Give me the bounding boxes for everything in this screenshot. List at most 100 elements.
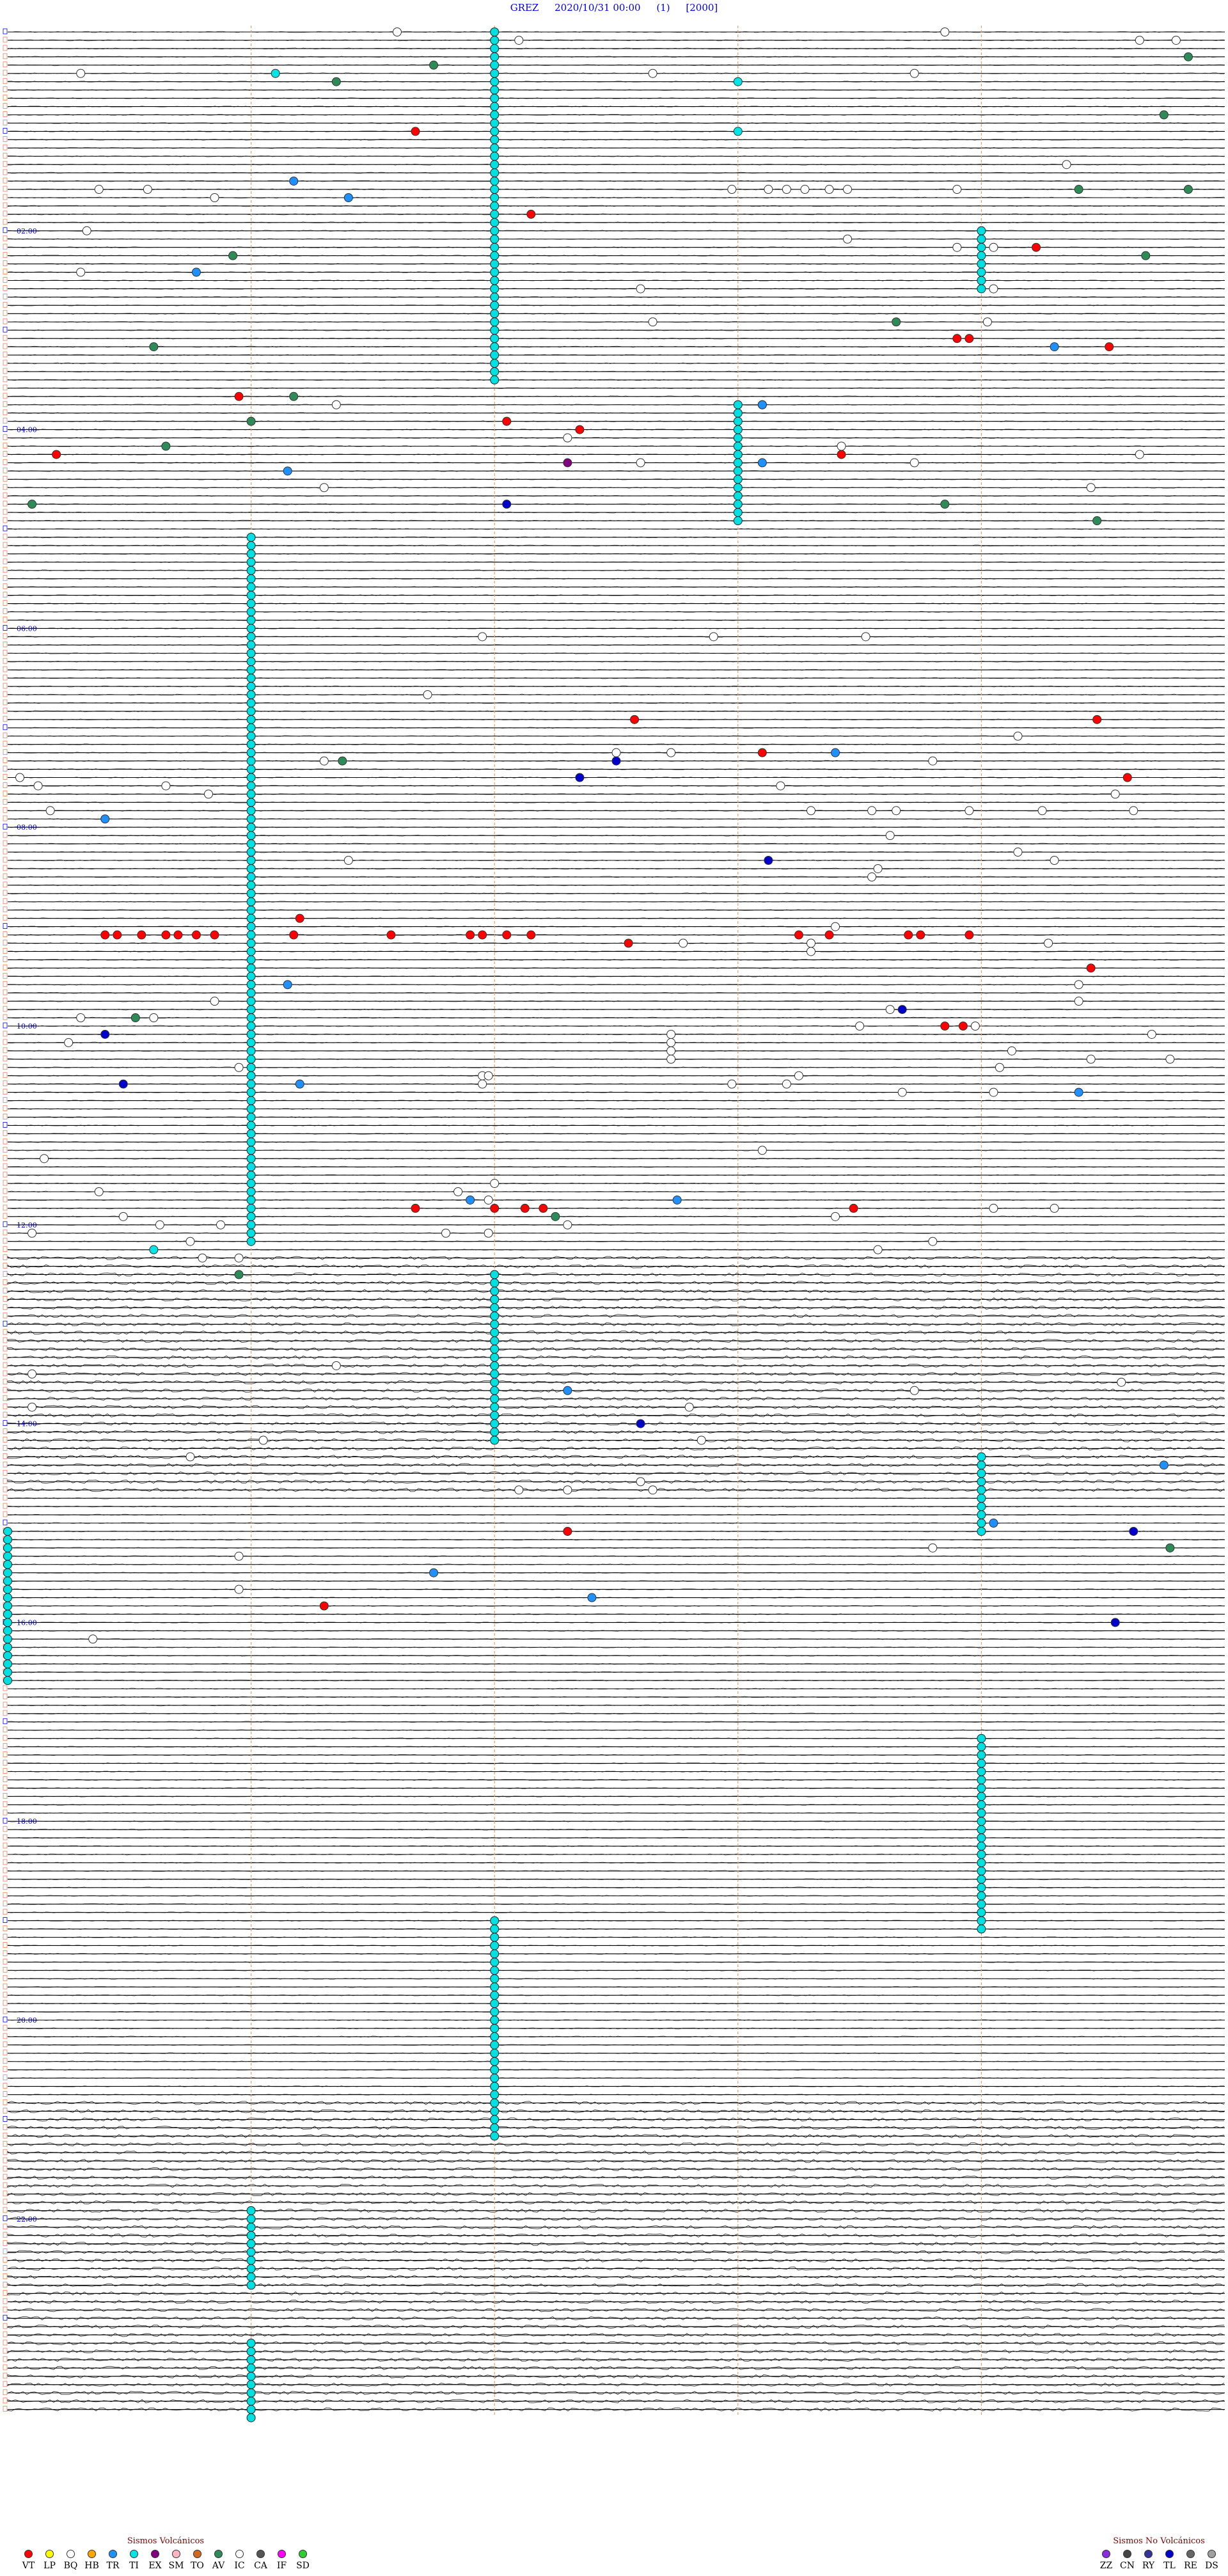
trace-waveform — [7, 917, 1225, 919]
row-marker — [3, 1942, 8, 1948]
event-marker-tr — [466, 1195, 475, 1205]
ti-event-marker — [490, 43, 500, 53]
row-marker — [3, 1437, 8, 1442]
ti-event-marker — [246, 831, 256, 841]
row-marker — [3, 1130, 8, 1136]
event-marker-ic — [1050, 856, 1059, 865]
event-marker-ic — [1165, 1054, 1175, 1064]
trace-waveform — [7, 1207, 1225, 1210]
legend-swatch — [67, 2550, 75, 2558]
trace-waveform — [7, 1530, 1225, 1533]
event-marker-av — [1183, 185, 1193, 194]
time-label: 04:00 — [17, 426, 37, 434]
event-marker-av — [1141, 251, 1151, 260]
event-marker-av — [149, 342, 159, 352]
row-marker — [3, 1735, 8, 1741]
row-marker — [3, 1320, 8, 1327]
ti-event-marker — [3, 1560, 12, 1569]
trace-waveform — [7, 2052, 1225, 2055]
row-marker — [3, 2207, 8, 2213]
event-marker-bq — [952, 185, 962, 194]
trace-waveform — [7, 312, 1224, 315]
event-marker-bq — [1129, 806, 1138, 816]
ti-event-marker — [246, 599, 256, 608]
legend-label: VT — [22, 2561, 35, 2571]
row-marker — [3, 1031, 8, 1037]
ti-event-marker — [490, 1410, 500, 1420]
trace-waveform — [7, 238, 1225, 241]
ti-event-marker — [977, 1899, 986, 1909]
trace-waveform — [7, 884, 1225, 887]
row-marker — [3, 500, 8, 507]
trace-waveform — [7, 1796, 1224, 1798]
row-marker — [3, 186, 8, 192]
ti-event-marker — [246, 1104, 256, 1114]
row-marker — [3, 2099, 8, 2105]
trace-waveform — [7, 2308, 1225, 2312]
trace-waveform — [7, 1538, 1225, 1541]
trace-waveform — [7, 420, 1225, 422]
trace-waveform — [7, 975, 1225, 977]
legend-swatch — [193, 2550, 201, 2558]
trace-waveform — [7, 1430, 1225, 1434]
plot-scale: [2000] — [686, 2, 718, 13]
legend-swatch — [1144, 2550, 1153, 2558]
trace-waveform — [7, 362, 1225, 365]
row-marker — [3, 741, 8, 747]
trace-waveform — [7, 594, 1224, 596]
ti-event-marker — [490, 317, 500, 327]
row-marker — [3, 641, 8, 647]
event-marker-ic — [40, 1154, 49, 1164]
ti-event-marker — [977, 1510, 986, 1520]
ti-event-marker — [490, 177, 500, 186]
trace-waveform — [7, 1787, 1225, 1789]
nonvolcanic-legend-title: Sismos No Volcánicos — [1113, 2536, 1205, 2546]
legend-item-sm: SM — [167, 2550, 185, 2571]
trace-waveform — [7, 1654, 1225, 1657]
event-marker-vt — [490, 1203, 500, 1213]
trace-waveform — [7, 1828, 1225, 1831]
row-marker — [3, 2273, 8, 2279]
legend-item-bq: BQ — [61, 2550, 80, 2571]
ti-event-marker — [246, 624, 256, 633]
event-marker-ic — [1171, 35, 1181, 45]
trace-waveform — [7, 809, 1225, 812]
row-marker — [3, 467, 8, 473]
ti-event-marker — [490, 1941, 500, 1950]
row-marker — [3, 2182, 8, 2188]
legend-swatch — [24, 2550, 33, 2558]
trace-waveform — [7, 660, 1224, 663]
legend-label: CA — [254, 2561, 267, 2571]
ti-event-marker — [977, 1874, 986, 1884]
plot-datetime: 2020/10/31 00:00 — [555, 2, 641, 13]
event-marker-ic — [563, 1485, 572, 1495]
row-marker — [3, 161, 8, 167]
row-marker — [3, 2115, 8, 2122]
ti-event-marker — [977, 1526, 986, 1536]
event-marker-vt — [1032, 242, 1041, 252]
row-marker — [3, 1387, 8, 1393]
ti-event-marker — [977, 226, 986, 235]
ti-event-marker — [246, 557, 256, 567]
event-marker-vt — [52, 450, 61, 459]
row-marker — [3, 1428, 8, 1434]
trace-waveform — [7, 652, 1225, 654]
trace-waveform — [7, 2225, 1225, 2229]
ti-event-marker — [977, 267, 986, 277]
event-marker-bq — [800, 185, 810, 194]
trace-waveform — [7, 1289, 1225, 1293]
row-marker — [3, 360, 8, 366]
trace-waveform — [7, 1920, 1225, 1922]
ti-event-marker — [490, 2090, 500, 2099]
trace-waveform — [7, 2011, 1225, 2013]
row-marker — [3, 326, 8, 333]
ti-event-marker — [977, 1842, 986, 1851]
event-marker-ic — [928, 1543, 938, 1553]
row-marker — [3, 815, 8, 821]
trace-waveform — [7, 1355, 1225, 1360]
event-marker-bq — [989, 1087, 998, 1097]
ti-event-marker — [246, 2413, 256, 2422]
row-marker — [3, 227, 8, 233]
trace-waveform — [7, 1687, 1225, 1690]
event-marker-ic — [776, 781, 785, 791]
